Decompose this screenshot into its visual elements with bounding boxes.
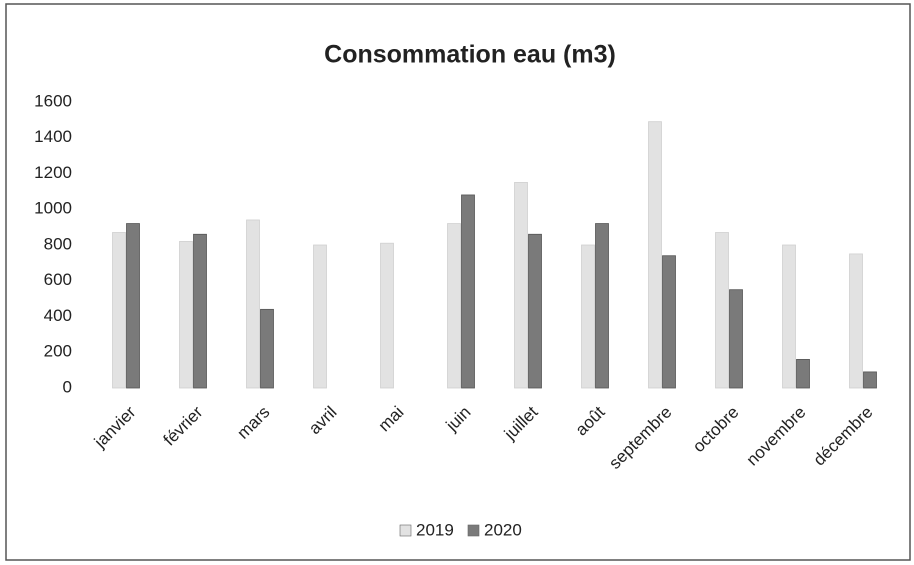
- bar: [581, 244, 595, 389]
- bar: [461, 194, 475, 389]
- y-tick-label: 1000: [34, 199, 72, 218]
- y-tick-label: 600: [44, 270, 72, 289]
- legend-swatch: [467, 524, 480, 537]
- bar: [662, 255, 676, 389]
- bar: [447, 223, 461, 389]
- legend-swatch: [399, 524, 412, 537]
- bar: [380, 242, 394, 389]
- bar: [715, 232, 729, 389]
- y-tick-label: 1600: [34, 91, 72, 110]
- y-tick-label: 400: [44, 306, 72, 325]
- bar: [193, 233, 207, 389]
- bar: [112, 232, 126, 389]
- y-tick-label: 1200: [34, 163, 72, 182]
- legend-label: 2019: [416, 520, 454, 539]
- bar: [246, 219, 260, 389]
- bar: [782, 244, 796, 389]
- bar: [595, 223, 609, 389]
- bar: [648, 121, 662, 389]
- bar: [260, 308, 274, 389]
- bar: [179, 241, 193, 389]
- bar: [126, 223, 140, 389]
- y-tick-label: 800: [44, 234, 72, 253]
- y-tick-label: 0: [63, 377, 72, 396]
- y-tick-label: 200: [44, 342, 72, 361]
- bar: [849, 253, 863, 389]
- legend-label: 2020: [484, 520, 522, 539]
- bar: [528, 233, 542, 389]
- bar: [313, 244, 327, 389]
- y-tick-label: 1400: [34, 127, 72, 146]
- bar: [514, 182, 528, 389]
- bar: [729, 289, 743, 389]
- chart-title: Consommation eau (m3): [324, 41, 616, 69]
- bar: [796, 358, 810, 389]
- bar: [863, 371, 877, 389]
